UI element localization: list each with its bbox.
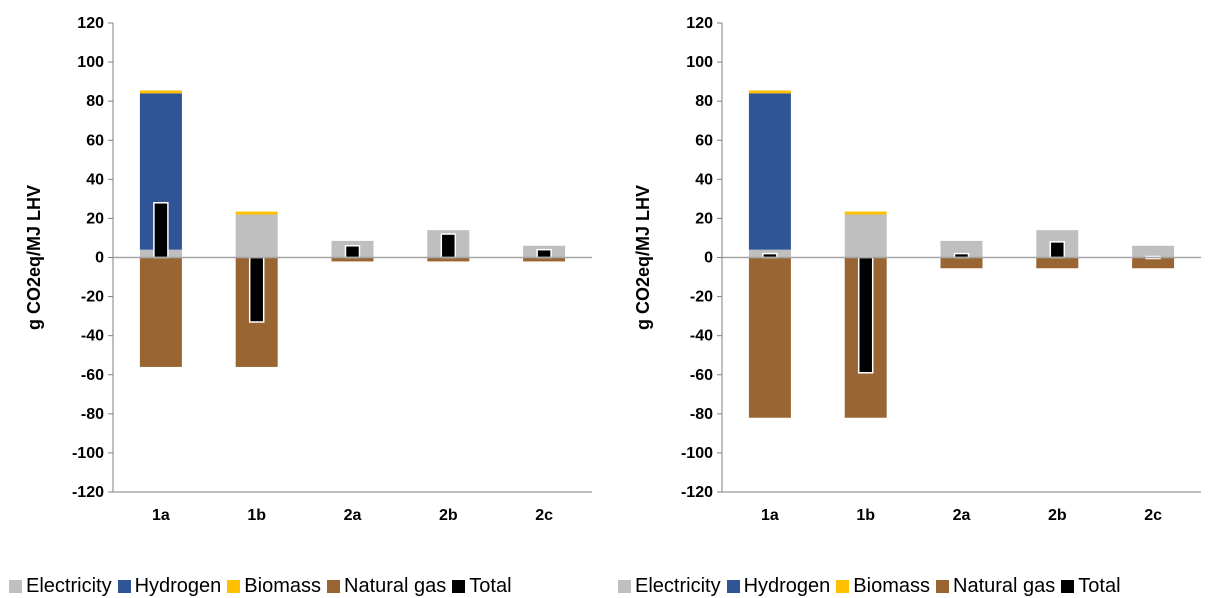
bar-natural-gas-2b [427, 257, 470, 262]
y-tick-label: -120 [72, 484, 104, 501]
legend-left: Electricity Hydrogen Biomass Natural gas Tot… [9, 574, 518, 598]
y-tick-label: 100 [77, 54, 104, 71]
x-tick-label: 1b [247, 507, 266, 524]
y-tick-label: 60 [86, 132, 104, 149]
bar-biomass-1b [844, 211, 887, 215]
bar-natural-gas-2c [523, 257, 566, 262]
legend-label: Biomass [853, 574, 930, 597]
y-axis-label: g CO2eq/MJ LHV [633, 185, 653, 330]
y-tick-label: 120 [77, 15, 104, 32]
y-tick-label: -100 [72, 445, 104, 462]
legend-swatch [9, 579, 22, 593]
y-tick-label: -60 [690, 367, 713, 384]
legend-swatch [1061, 579, 1075, 593]
x-tick-label: 2b [439, 507, 458, 524]
bar-biomass-1a [139, 90, 182, 94]
legend-label: Natural gas [344, 574, 447, 597]
legend-label: Biomass [244, 574, 321, 597]
legend-label: Total [469, 574, 512, 597]
y-tick-label: 120 [686, 15, 713, 32]
bar-electricity-2c [1132, 245, 1175, 258]
y-tick-label: 20 [695, 210, 713, 227]
legend-label: Total [1078, 574, 1121, 597]
bar-total-1b [857, 256, 874, 374]
bar-electricity-2a [940, 240, 983, 258]
legend-swatch [327, 579, 340, 593]
legend-item-natural-gas: Natural gas [327, 575, 446, 598]
bar-natural-gas-1a [139, 257, 182, 367]
x-tick-label: 2c [535, 507, 553, 524]
chart-right-plot: -120 -100 -80 -60 -40 -20 0 20 40 60 80 100 120 g CO2… [633, 15, 1201, 524]
legend-swatch [836, 579, 850, 593]
y-tick-label: -80 [81, 406, 104, 423]
y-tick-label: -20 [81, 289, 104, 306]
legend-item-hydrogen: Hydrogen [117, 574, 222, 598]
y-tick-label: 40 [695, 171, 713, 188]
y-axis-label: g CO2eq/MJ LHV [24, 185, 44, 330]
y-tick-label: 100 [686, 54, 713, 71]
y-tick-label: -60 [81, 367, 104, 384]
legend-item-natural-gas: Natural gas [936, 575, 1055, 598]
chart-left-plot: -120 -100 -80 -60 -40 -20 0 20 40 60 80 100 120 g CO2… [24, 15, 592, 524]
x-tick-label: 1a [152, 507, 170, 524]
y-tick-label: 40 [86, 171, 104, 188]
legend-label: Electricity [26, 574, 112, 597]
x-tick-label: 1a [761, 507, 779, 524]
legend-item-total: Total [452, 574, 512, 598]
x-tick-label: 2a [344, 507, 362, 524]
legend-swatch [936, 579, 949, 593]
chart-right: -120 -100 -80 -60 -40 -20 0 20 40 60 80 100 120 g CO2… [609, 0, 1217, 598]
legend-item-biomass: Biomass [836, 575, 930, 598]
y-tick-label: -20 [690, 289, 713, 306]
x-tick-label: 2a [953, 507, 971, 524]
y-tick-label: 80 [695, 93, 713, 110]
y-tick-label: -40 [690, 328, 713, 345]
x-tick-label: 2c [1144, 507, 1162, 524]
bar-total-2a [344, 245, 361, 259]
bar-natural-gas-2a [940, 257, 983, 269]
x-tick-label: 2b [1048, 507, 1067, 524]
legend-swatch [618, 579, 631, 593]
bar-natural-gas-2c [1132, 257, 1175, 269]
legend-item-biomass: Biomass [227, 575, 321, 598]
bar-total-1a [153, 202, 169, 259]
legend-item-hydrogen: Hydrogen [726, 574, 831, 598]
bar-total-2c [536, 248, 552, 259]
legend-swatch [452, 579, 466, 593]
bar-total-2b [1049, 241, 1066, 259]
y-tick-label: -100 [681, 445, 713, 462]
legend-right: Electricity Hydrogen Biomass Natural gas Tot… [618, 574, 1127, 598]
legend-item-electricity: Electricity [9, 575, 112, 598]
bar-natural-gas-2b [1036, 257, 1079, 269]
bar-electricity-1b [844, 214, 887, 258]
y-tick-label: -120 [681, 484, 713, 501]
bar-total-2b [440, 233, 457, 259]
legend-swatch [117, 579, 131, 593]
legend-label: Hydrogen [743, 574, 831, 597]
legend-item-electricity: Electricity [618, 575, 721, 598]
legend-label: Natural gas [953, 574, 1056, 597]
y-tick-label: 60 [695, 132, 713, 149]
bar-biomass-1a [748, 90, 791, 94]
legend-label: Hydrogen [134, 574, 222, 597]
bar-hydrogen-1a [748, 93, 791, 250]
legend-swatch [227, 579, 241, 593]
legend-swatch [726, 579, 740, 593]
y-tick-label: -80 [690, 406, 713, 423]
bar-natural-gas-1a [748, 257, 791, 418]
y-tick-label: 20 [86, 210, 104, 227]
chart-left: -120 -100 -80 -60 -40 -20 0 20 40 60 80 100 120 g CO2… [0, 0, 608, 598]
bar-electricity-1b [235, 214, 278, 258]
y-tick-label: 80 [86, 93, 104, 110]
y-tick-label: 0 [704, 250, 713, 267]
y-tick-label: 0 [95, 250, 104, 267]
bar-biomass-1b [235, 211, 278, 215]
legend-label: Electricity [635, 574, 721, 597]
bar-total-1b [248, 256, 265, 323]
bar-natural-gas-2a [331, 257, 374, 262]
y-tick-label: -40 [81, 328, 104, 345]
x-tick-label: 1b [856, 507, 875, 524]
legend-item-total: Total [1061, 574, 1121, 598]
